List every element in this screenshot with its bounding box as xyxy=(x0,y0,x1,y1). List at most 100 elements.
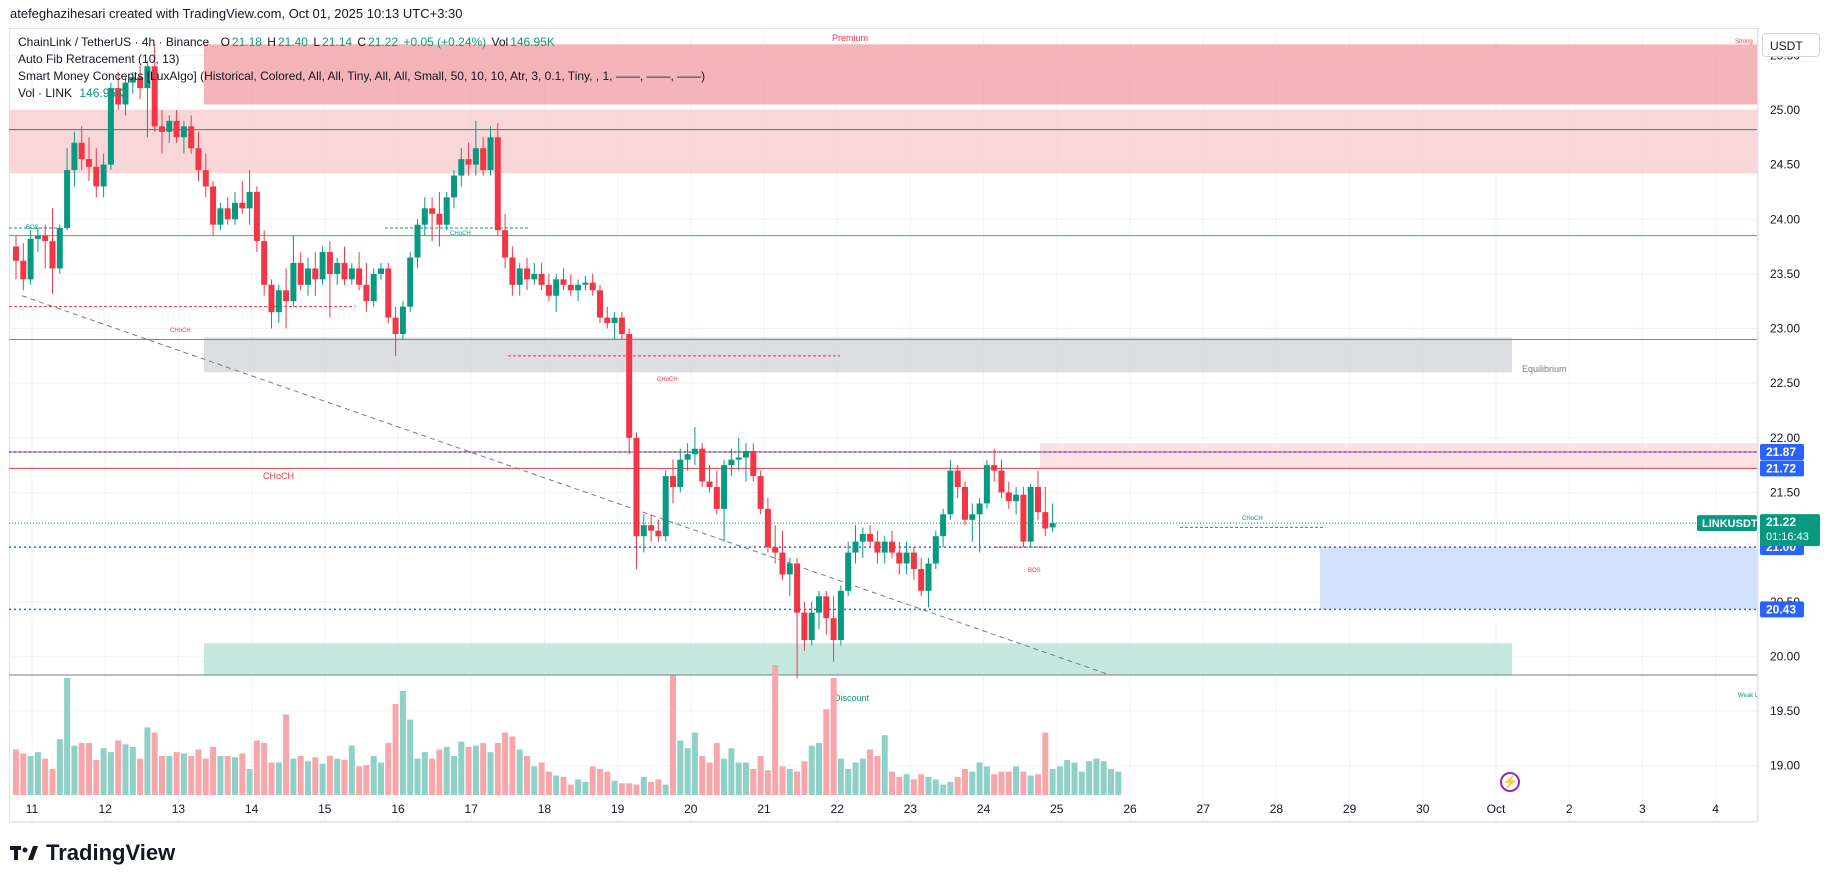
candle-body xyxy=(159,126,165,132)
candle-body xyxy=(275,290,282,313)
candle-body xyxy=(823,596,830,619)
volume-bar xyxy=(881,735,888,795)
volume-bar xyxy=(947,782,954,795)
candle-body xyxy=(326,252,333,274)
candle-body xyxy=(49,241,56,269)
volume-bar xyxy=(261,743,268,795)
candle-body xyxy=(728,459,735,466)
volume-bar xyxy=(728,748,735,795)
x-tick-label: 13 xyxy=(172,802,186,816)
volume-bar xyxy=(458,741,465,795)
volume-bar xyxy=(589,766,596,795)
volume-bar xyxy=(86,743,92,795)
volume-bar xyxy=(794,771,801,795)
candle-body xyxy=(976,503,983,515)
volume-bar xyxy=(78,743,85,795)
volume-bar xyxy=(713,743,720,795)
candle-body xyxy=(42,235,49,242)
candle-body xyxy=(487,137,494,171)
candle-body xyxy=(166,120,173,132)
volume-bar xyxy=(867,749,874,795)
candle-body xyxy=(1049,523,1056,528)
y-tick-label: 19.50 xyxy=(1770,704,1800,718)
legend-symbol[interactable]: ChainLink / TetherUS · 4h · Binance xyxy=(18,35,210,49)
volume-bar xyxy=(567,784,574,795)
volume-bar xyxy=(808,745,815,795)
volume-bar xyxy=(494,743,501,795)
volume-bar xyxy=(940,784,947,795)
chart-legend: ChainLink / TetherUS · 4h · Binance O 21.… xyxy=(18,34,705,102)
candle-body xyxy=(677,459,684,487)
volume-bar xyxy=(451,756,457,795)
x-tick-label: 25 xyxy=(1050,802,1064,816)
legend-indicator-volume[interactable]: Vol · LINK 146.95K xyxy=(18,85,705,102)
candle-body xyxy=(34,235,41,239)
premium-zone xyxy=(9,109,1757,174)
weak-low-label: Weak L xyxy=(1738,693,1759,699)
candle-body xyxy=(71,142,78,171)
volume-bar xyxy=(480,743,487,795)
volume-bar xyxy=(889,771,895,795)
price-label-text: 20.43 xyxy=(1766,602,1796,616)
volume-bar xyxy=(575,779,582,795)
volume-bar xyxy=(743,762,749,795)
candle-body xyxy=(604,317,611,324)
volume-bar xyxy=(1115,771,1122,795)
x-tick-label: 24 xyxy=(977,802,991,816)
volume-bar xyxy=(1086,761,1093,795)
volume-bar xyxy=(378,762,384,795)
volume-bar xyxy=(290,758,297,795)
candle-body xyxy=(458,159,465,176)
countdown-text: 01:16:43 xyxy=(1766,531,1809,543)
candle-body xyxy=(151,66,158,127)
volume-bar xyxy=(1078,771,1085,795)
x-tick-label: 12 xyxy=(99,802,113,816)
candle-body xyxy=(224,208,231,220)
equilibrium-zone xyxy=(204,337,1512,373)
y-tick-label: 20.00 xyxy=(1770,649,1800,663)
candle-body xyxy=(268,284,275,313)
legend-indicator-fib[interactable]: Auto Fib Retracement (10, 13) xyxy=(18,52,180,66)
candle-body xyxy=(494,137,501,231)
volume-bar xyxy=(618,783,625,795)
legend-indicator-smc[interactable]: Smart Money Concepts [LuxAlgo] (Historic… xyxy=(18,69,706,83)
volume-bar xyxy=(969,771,976,795)
volume-bar xyxy=(34,752,41,795)
volume-bar xyxy=(553,775,560,795)
choch-label: CHoCH xyxy=(450,231,471,237)
last-price-box xyxy=(1760,514,1820,547)
x-tick-label: 22 xyxy=(831,802,845,816)
volume-bar xyxy=(538,762,545,795)
candle-body xyxy=(173,120,180,138)
candle-body xyxy=(1005,492,1012,502)
candle-body xyxy=(129,77,136,83)
bos-label: BOS xyxy=(26,225,39,231)
legend-low: 21.14 xyxy=(322,35,353,49)
candle-body xyxy=(399,306,406,334)
volume-bar xyxy=(275,762,282,795)
volume-bar xyxy=(115,740,122,795)
x-tick-label: 20 xyxy=(684,802,698,816)
candle-body xyxy=(283,290,290,302)
x-tick-label: 19 xyxy=(611,802,625,816)
volume-bar xyxy=(436,749,443,795)
volume-bar xyxy=(253,740,260,795)
volume-bar xyxy=(582,782,589,795)
legend-close: 21.22 xyxy=(368,35,399,49)
lightning-icon[interactable]: ⚡ xyxy=(1500,772,1520,792)
candle-body xyxy=(640,525,647,537)
last-price-text: 21.22 xyxy=(1766,515,1796,529)
currency-selector[interactable]: USDT xyxy=(1762,33,1820,57)
candle-body xyxy=(290,262,297,302)
candle-body xyxy=(611,317,618,324)
candle-body xyxy=(472,148,479,165)
candle-body xyxy=(1027,487,1034,542)
x-tick-label: Oct xyxy=(1487,802,1506,816)
volume-bar xyxy=(64,678,71,795)
candle-body xyxy=(465,159,472,165)
candle-body xyxy=(699,448,706,482)
x-tick-label: 23 xyxy=(904,802,918,816)
candle-body xyxy=(363,284,370,302)
candle-body xyxy=(509,257,516,285)
